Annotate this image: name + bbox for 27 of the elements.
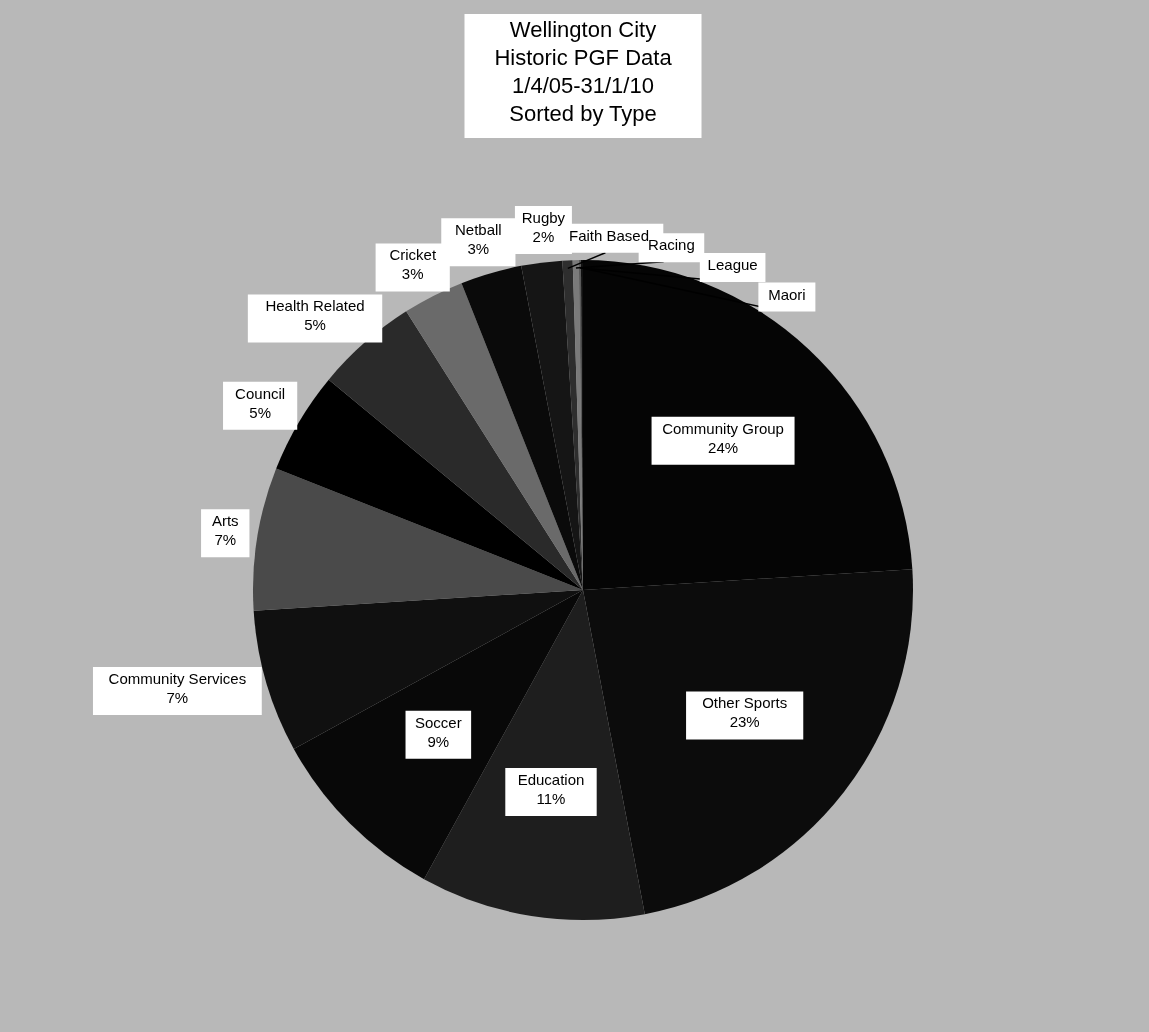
data-label: 7% [166,688,189,706]
slice-label: Cricket [389,246,437,264]
slice-label: Arts [211,512,239,530]
data-label: 3% [401,265,424,283]
slice-label: Community Services [108,669,247,687]
slice-label: Community Group [662,419,784,437]
data-label: 9% [427,732,450,750]
slice-label: Other Sports [702,694,788,712]
slice-label: League [707,255,758,273]
slice-label: Education [517,771,585,789]
slice-label: Racing [648,236,695,254]
data-label: 23% [729,713,760,731]
slice-label: Health Related [265,297,365,315]
slice-label: Council [235,384,286,402]
data-label: 5% [304,316,326,334]
chart-title: Wellington City Historic PGF Data 1/4/05-31/1/10 Sorted by Type [494,17,673,126]
data-label: 5% [249,403,271,421]
data-label: 3% [467,240,490,258]
slice-label: Soccer [414,713,462,731]
data-label: 24% [708,438,739,456]
slice-label: Faith Based [568,226,650,244]
data-label: 7% [214,531,237,549]
data-label: 2% [532,228,555,246]
slice-label: Maori [768,285,806,303]
slice-label: Rugby [521,209,566,227]
data-label: 11% [536,790,566,808]
slice-label: Netball [455,221,502,239]
